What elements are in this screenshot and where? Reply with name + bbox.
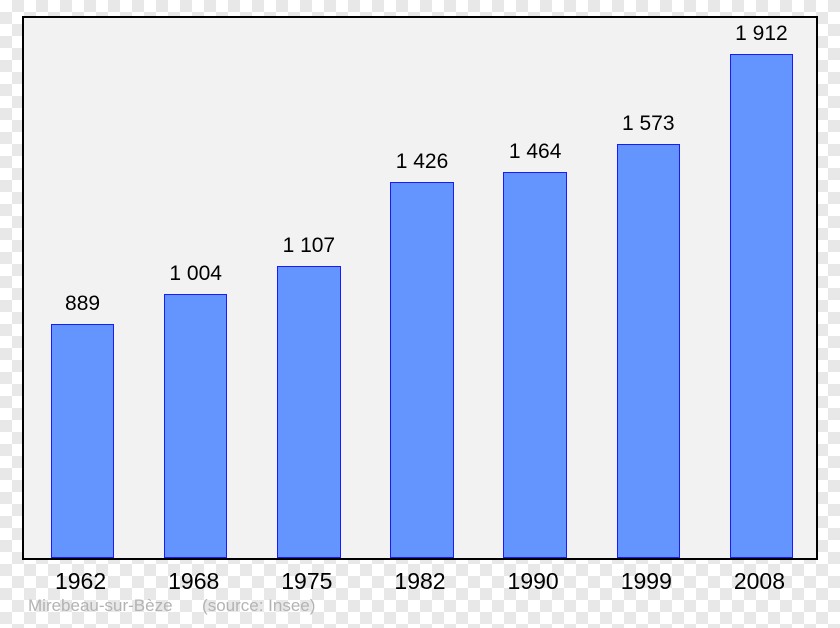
bar — [503, 172, 566, 558]
bar — [390, 182, 453, 558]
bar-slot: 889 — [26, 18, 139, 558]
bar-value-label: 1 107 — [283, 234, 336, 258]
bar-value-label: 889 — [65, 292, 100, 316]
bar-slot: 1 107 — [252, 18, 365, 558]
bar-value-label: 1 464 — [509, 140, 562, 164]
bar-slot: 1 426 — [365, 18, 478, 558]
bar — [617, 144, 680, 558]
bar-slot: 1 464 — [479, 18, 592, 558]
bar-slot: 1 912 — [705, 18, 818, 558]
bar-value-label: 1 426 — [396, 150, 449, 174]
x-axis-label: 1999 — [621, 568, 672, 595]
caption-place: Mirebeau-sur-Bèze — [28, 596, 173, 615]
bar-slot: 1 573 — [592, 18, 705, 558]
bar — [51, 324, 114, 558]
x-axis-label: 1962 — [55, 568, 106, 595]
bar — [730, 54, 793, 558]
bar-value-label: 1 573 — [622, 112, 675, 136]
bar — [277, 266, 340, 558]
bar-value-label: 1 004 — [169, 262, 222, 286]
x-axis-label: 1968 — [168, 568, 219, 595]
bar-slot: 1 004 — [139, 18, 252, 558]
x-axis-label: 2008 — [734, 568, 785, 595]
chart-bars-area: 889 1 004 1 107 1 426 1 464 1 573 1 912 — [26, 18, 818, 558]
chart-caption: Mirebeau-sur-Bèze (source: Insee) — [28, 596, 315, 616]
chart-plot-frame: 889 1 004 1 107 1 426 1 464 1 573 1 912 — [22, 16, 818, 560]
x-axis-label: 1990 — [508, 568, 559, 595]
x-axis-label: 1982 — [394, 568, 445, 595]
bar — [164, 294, 227, 558]
bar-value-label: 1 912 — [735, 22, 788, 46]
caption-source: (source: Insee) — [202, 596, 315, 615]
x-axis-label: 1975 — [281, 568, 332, 595]
